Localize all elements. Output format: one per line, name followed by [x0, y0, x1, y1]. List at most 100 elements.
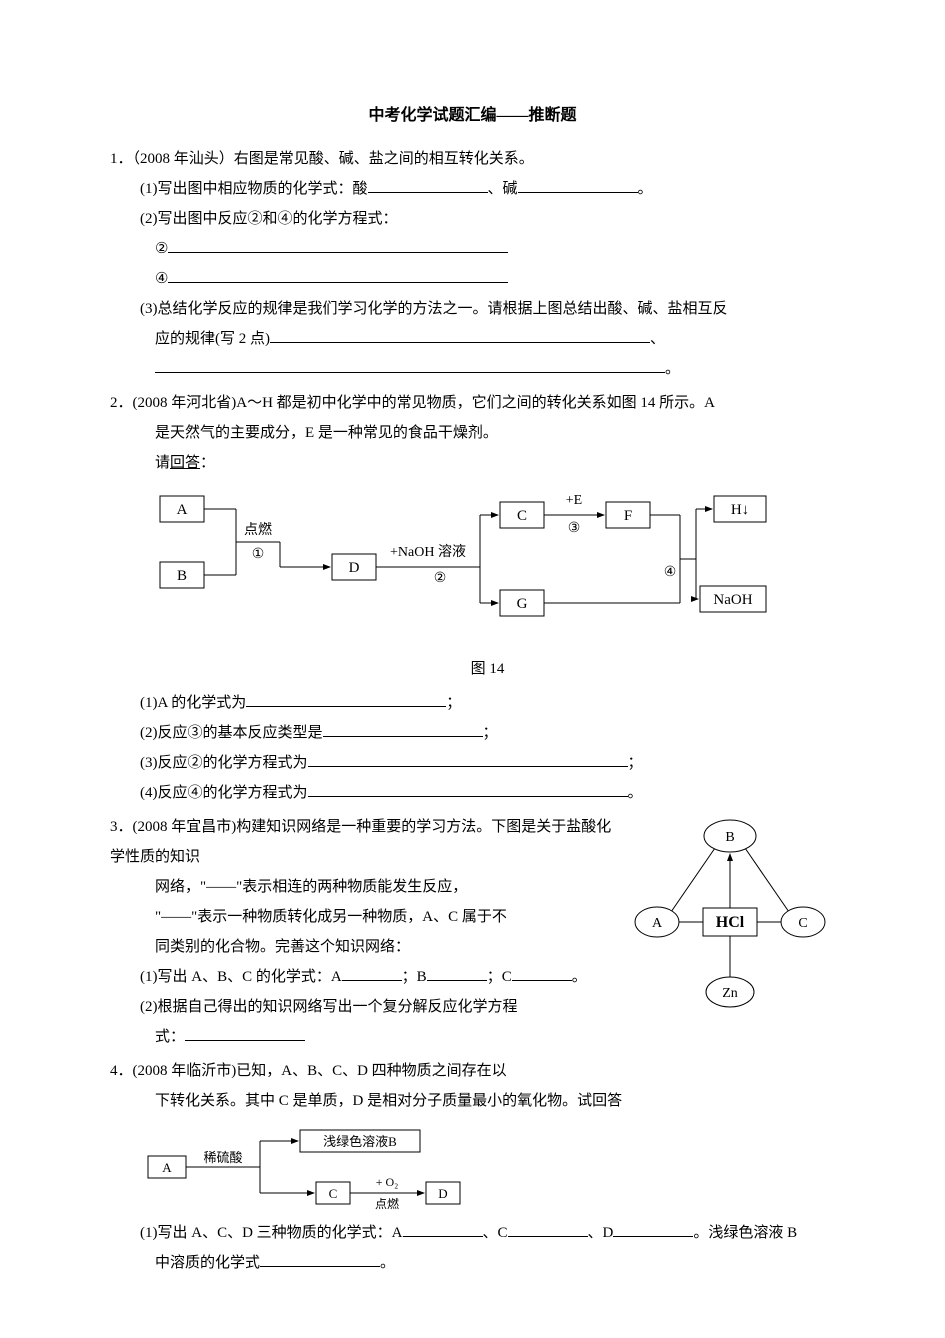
blank[interactable]: [342, 962, 402, 981]
svg-text:D: D: [438, 1186, 447, 1201]
q1-p3-a: (3)总结化学反应的规律是我们学习化学的方法之一。请根据上图总结出酸、碱、盐相互…: [110, 294, 835, 324]
q1-header: 1．（2008 年汕头）右图是常见酸、碱、盐之间的相互转化关系。: [110, 144, 835, 174]
q4-l1: (2008 年临沂市)已知，A、B、C、D 四种物质之间存在以: [133, 1063, 507, 1079]
svg-text:点燃: 点燃: [244, 521, 272, 538]
blank[interactable]: [308, 778, 628, 797]
q2-line3: 请回答：: [110, 448, 835, 478]
svg-text:D: D: [349, 560, 360, 576]
q2-p3-a: (3)反应②的化学方程式为: [140, 755, 308, 771]
blank[interactable]: [155, 354, 665, 373]
q3-l1: (2008 年宜昌市)构建知识网络是一种重要的学习方法。下图是关于盐酸化学性质的…: [110, 819, 611, 865]
question-3: 3．(2008 年宜昌市)构建知识网络是一种重要的学习方法。下图是关于盐酸化学性…: [110, 812, 835, 1052]
q4-p1-c: 、D: [588, 1225, 614, 1241]
q3-p1: (1)写出 A、B、C 的化学式：A ；B ；C 。: [110, 962, 615, 992]
q2-p4-b: 。: [628, 785, 643, 801]
svg-text:B: B: [725, 830, 734, 845]
svg-text:B: B: [177, 568, 187, 584]
blank[interactable]: [613, 1218, 693, 1237]
blank[interactable]: [403, 1218, 483, 1237]
blank[interactable]: [427, 962, 487, 981]
blank[interactable]: [518, 174, 638, 193]
q3-line3: "——"表示一种物质转化成另一种物质，A、C 属于不: [110, 902, 615, 932]
blank[interactable]: [260, 1248, 380, 1267]
blank[interactable]: [508, 1218, 588, 1237]
q2-diagram: A B D C G F H↓ NaOH 点燃 ① +NaOH 溶液 ② +E ③: [140, 486, 835, 684]
blank[interactable]: [512, 962, 572, 981]
q3-p1-d: 。: [572, 969, 587, 985]
svg-text:④: ④: [664, 565, 677, 580]
q2-p1: (1)A 的化学式为 ；: [110, 688, 835, 718]
q2-p2: (2)反应③的基本反应类型是；: [110, 718, 835, 748]
q3-network-svg: B A C HCl Zn: [625, 812, 835, 1012]
q1-p3-c-line: 。: [110, 354, 835, 384]
q4-p1-line1: (1)写出 A、C、D 三种物质的化学式：A、C、D。浅绿色溶液 B: [110, 1218, 835, 1248]
q4-p1-e: 中溶质的化学式: [155, 1255, 260, 1271]
q4-p1-d: 。浅绿色溶液 B: [693, 1225, 797, 1241]
q1-p3-b: 应的规律(写 2 点): [155, 331, 270, 347]
q1-p2: (2)写出图中反应②和④的化学方程式：: [110, 204, 835, 234]
q4-p1-f: 。: [380, 1255, 395, 1271]
svg-text:+ O₂: + O₂: [376, 1175, 399, 1189]
blank[interactable]: [308, 748, 628, 767]
svg-text:Zn: Zn: [722, 986, 738, 1001]
blank[interactable]: [323, 718, 483, 737]
svg-text:F: F: [624, 508, 632, 524]
q3-p2b: 式：: [110, 1022, 615, 1052]
q1-src: （2008 年汕头）右图是常见酸、碱、盐之间的相互转化关系。: [133, 151, 534, 167]
sep: 、: [650, 331, 665, 347]
svg-text:点燃: 点燃: [375, 1196, 399, 1211]
blank[interactable]: [168, 234, 508, 253]
q2-l3b: 回答: [170, 455, 200, 471]
blank[interactable]: [270, 324, 650, 343]
q1-p1-b: 、碱: [488, 181, 518, 197]
q2-l3a: 请: [155, 455, 170, 471]
q2-p1-b: ；: [446, 695, 461, 711]
q4-p1-b: 、C: [483, 1225, 508, 1241]
question-4: 4．(2008 年临沂市)已知，A、B、C、D 四种物质之间存在以 下转化关系。…: [110, 1056, 835, 1278]
q2-p4: (4)反应④的化学方程式为 。: [110, 778, 835, 808]
q2-line1: 2．(2008 年河北省)A～H 都是初中化学中的常见物质，它们之间的转化关系如…: [110, 388, 835, 418]
q1-p1-c: 。: [638, 181, 653, 197]
q3-p1-a: (1)写出 A、B、C 的化学式：A: [140, 969, 342, 985]
q2-flowchart-svg: A B D C G F H↓ NaOH 点燃 ① +NaOH 溶液 ② +E ③: [140, 486, 780, 656]
q1-p2-4-label: ④: [155, 271, 168, 287]
q1-p2-2-label: ②: [155, 241, 168, 257]
q2-p1-a: (1)A 的化学式为: [140, 695, 246, 711]
svg-text:+E: +E: [566, 493, 582, 508]
end: 。: [665, 361, 680, 377]
question-2: 2．(2008 年河北省)A～H 都是初中化学中的常见物质，它们之间的转化关系如…: [110, 388, 835, 808]
q2-l3c: ：: [200, 455, 215, 471]
svg-text:稀硫酸: 稀硫酸: [203, 1150, 242, 1165]
blank[interactable]: [246, 688, 446, 707]
q4-line1: 4．(2008 年临沂市)已知，A、B、C、D 四种物质之间存在以: [110, 1056, 835, 1086]
q4-flowchart-svg: A 稀硫酸 浅绿色溶液B C + O₂ 点燃 D: [140, 1124, 500, 1214]
q2-p4-a: (4)反应④的化学方程式为: [140, 785, 308, 801]
blank[interactable]: [185, 1022, 305, 1041]
q3-p1-c: ；C: [487, 969, 512, 985]
svg-text:②: ②: [434, 571, 447, 586]
q1-p2-line4: ④: [110, 264, 835, 294]
svg-text:HCl: HCl: [716, 914, 745, 931]
q4-line2: 下转化关系。其中 C 是单质，D 是相对分子质量最小的氧化物。试回答: [110, 1086, 835, 1116]
q4-p1-line2: 中溶质的化学式 。: [110, 1248, 835, 1278]
q2-p3: (3)反应②的化学方程式为；: [110, 748, 835, 778]
q3-line2: 网络，"——"表示相连的两种物质能发生反应，: [110, 872, 615, 902]
blank[interactable]: [168, 264, 508, 283]
q3-line4: 同类别的化合物。完善这个知识网络：: [110, 932, 615, 962]
q2-p2-a: (2)反应③的基本反应类型是: [140, 725, 323, 741]
svg-text:A: A: [652, 916, 663, 931]
svg-text:浅绿色溶液B: 浅绿色溶液B: [323, 1134, 397, 1149]
q4-num: 4．: [110, 1063, 133, 1079]
q3-line1: 3．(2008 年宜昌市)构建知识网络是一种重要的学习方法。下图是关于盐酸化学性…: [110, 812, 615, 872]
svg-text:C: C: [329, 1186, 338, 1201]
svg-text:①: ①: [252, 547, 265, 562]
q3-p1-b: ；B: [402, 969, 427, 985]
svg-text:NaOH: NaOH: [713, 592, 752, 608]
blank[interactable]: [368, 174, 488, 193]
q2-num: 2．: [110, 395, 133, 411]
document-page: 中考化学试题汇编——推断题 1．（2008 年汕头）右图是常见酸、碱、盐之间的相…: [0, 0, 945, 1338]
svg-text:C: C: [798, 916, 807, 931]
question-1: 1．（2008 年汕头）右图是常见酸、碱、盐之间的相互转化关系。 (1)写出图中…: [110, 144, 835, 384]
svg-text:③: ③: [568, 521, 581, 536]
svg-text:A: A: [177, 502, 188, 518]
